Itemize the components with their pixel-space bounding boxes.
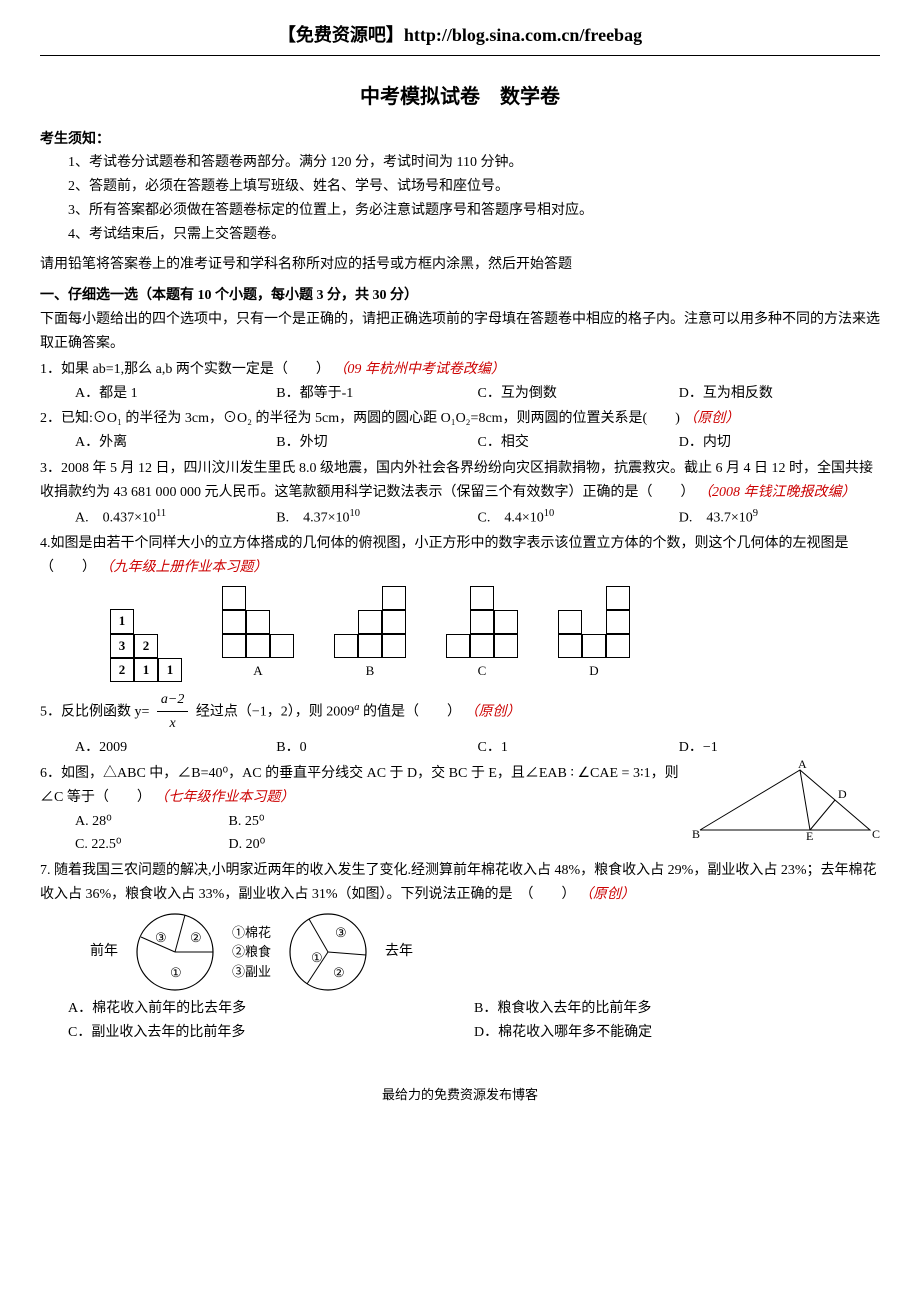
q6-triangle-figure: A B C D E — [690, 760, 880, 857]
section-1-note: 下面每小题给出的四个选项中，只有一个是正确的，请把正确选项前的字母填在答题卷中相… — [40, 308, 880, 356]
svg-text:C: C — [872, 827, 880, 840]
q7-opt-b: B．粮食收入去年的比前年多 — [474, 997, 880, 1021]
q3-opt-b: B. 4.37×1010 — [276, 505, 477, 530]
svg-text:②: ② — [333, 965, 345, 980]
q3-opt-c: C. 4.4×1010 — [478, 505, 679, 530]
q3-options: A. 0.437×1011 B. 4.37×1010 C. 4.4×1010 D… — [40, 505, 880, 530]
q4-option-b-fig: B — [334, 586, 406, 682]
q6-source: （七年级作业本习题） — [154, 790, 294, 805]
q7-options: A．棉花收入前年的比去年多 B．粮食收入去年的比前年多 C．副业收入去年的比前年… — [40, 997, 880, 1045]
q6-opt-b: B. 25⁰ — [229, 810, 379, 834]
q7-pie1-label: 前年 — [90, 940, 118, 964]
svg-text:E: E — [806, 829, 813, 840]
svg-text:③: ③ — [335, 925, 347, 940]
q2-opt-c: C．相交 — [478, 431, 679, 455]
q3-opt-a: A. 0.437×1011 — [75, 505, 276, 530]
instruction-4: 4、考试结束后，只需上交答题卷。 — [40, 223, 880, 247]
q5-opt-a: A．2009 — [75, 736, 276, 760]
q6-opt-a: A. 28⁰ — [75, 810, 225, 834]
question-1: 1．如果 ab=1,那么 a,b 两个实数一定是（ ） （09 年杭州中考试卷改… — [40, 358, 880, 382]
instruction-1: 1、考试卷分试题卷和答题卷两部分。满分 120 分，考试时间为 110 分钟。 — [40, 151, 880, 175]
q1-opt-a: A．都是 1 — [75, 382, 276, 406]
q4-figures: 1 32 211 A B C D — [40, 586, 880, 682]
q1-opt-b: B．都等于-1 — [276, 382, 477, 406]
svg-text:②: ② — [190, 930, 202, 945]
svg-text:①: ① — [170, 965, 182, 980]
q5-opt-d: D．−1 — [679, 736, 880, 760]
q3-source: （2008 年钱江晚报改编） — [698, 485, 856, 500]
q4-option-d-fig: D — [558, 586, 630, 682]
q6-options-row2: C. 22.5⁰ D. 20⁰ — [40, 833, 690, 857]
question-7: 7. 随着我国三农问题的解决,小明家近两年的收入发生了变化.经测算前年棉花收入占… — [40, 859, 880, 907]
q1-source: （09 年杭州中考试卷改编） — [333, 362, 505, 377]
q4-option-c-fig: C — [446, 586, 518, 682]
q1-text: 1．如果 ab=1,那么 a,b 两个实数一定是（ ） — [40, 362, 330, 377]
q1-opt-c: C．互为倒数 — [478, 382, 679, 406]
q4-source: （九年级上册作业本习题） — [100, 560, 268, 575]
q2-opt-d: D．内切 — [679, 431, 880, 455]
q6-opt-c: C. 22.5⁰ — [75, 833, 225, 857]
q7-opt-d: D．棉花收入哪年多不能确定 — [474, 1021, 880, 1045]
q1-options: A．都是 1 B．都等于-1 C．互为倒数 D．互为相反数 — [40, 382, 880, 406]
q7-source: （原创） — [579, 887, 635, 902]
q5-fraction: a−2 x — [157, 688, 188, 737]
q3-opt-d: D. 43.7×109 — [679, 505, 880, 530]
q7-pie1: ① ② ③ — [130, 907, 220, 997]
page-footer: 最给力的免费资源发布博客 — [40, 1084, 880, 1106]
q7-pie2: ① ② ③ — [283, 907, 373, 997]
q5-text-a: 5．反比例函数 y= — [40, 704, 149, 719]
instruction-2: 2、答题前，必须在答题卷上填写班级、姓名、学号、试场号和座位号。 — [40, 175, 880, 199]
q6-text: 6．如图，△ABC 中，∠B=40⁰，AC 的垂直平分线交 AC 于 D，交 B… — [40, 766, 679, 805]
pre-note: 请用铅笔将答案卷上的准考证号和学科名称所对应的括号或方框内涂黑，然后开始答题 — [40, 253, 880, 277]
instruction-3: 3、所有答案都必须做在答题卷标定的位置上，务必注意试题序号和答题序号相对应。 — [40, 199, 880, 223]
q4-given-grid: 1 32 211 — [110, 609, 182, 681]
q6-opt-d: D. 20⁰ — [229, 833, 379, 857]
q5-text-c: 的值是（ ） — [363, 704, 461, 719]
q5-options: A．2009 B．0 C．1 D．−1 — [40, 736, 880, 760]
question-4: 4.如图是由若干个同样大小的立方体搭成的几何体的俯视图，小正方形中的数字表示该位… — [40, 532, 880, 580]
q7-pie2-label: 去年 — [385, 940, 413, 964]
q2-source: （原创） — [683, 411, 739, 426]
svg-text:③: ③ — [155, 930, 167, 945]
q5-text-b: 经过点（−1，2），则 2009 — [196, 704, 354, 719]
question-5: 5．反比例函数 y= a−2 x 经过点（−1，2），则 2009a 的值是（ … — [40, 688, 880, 737]
q4-option-a-fig: A — [222, 586, 294, 682]
q5-source: （原创） — [465, 704, 521, 719]
section-1-heading: 一、仔细选一选（本题有 10 个小题，每小题 3 分，共 30 分） — [40, 284, 880, 308]
q2-opt-a: A．外离 — [75, 431, 276, 455]
q7-opt-a: A．棉花收入前年的比去年多 — [68, 997, 474, 1021]
svg-text:①: ① — [311, 950, 323, 965]
q7-legend: ①棉花 ②粮食 ③副业 — [232, 923, 271, 982]
page-header: 【免费资源吧】http://blog.sina.com.cn/freebag — [40, 20, 880, 56]
exam-title: 中考模拟试卷 数学卷 — [40, 80, 880, 114]
q5-opt-b: B．0 — [276, 736, 477, 760]
svg-text:B: B — [692, 827, 700, 840]
q2-opt-b: B．外切 — [276, 431, 477, 455]
svg-text:D: D — [838, 787, 847, 801]
q2-options: A．外离 B．外切 C．相交 D．内切 — [40, 431, 880, 455]
q1-opt-d: D．互为相反数 — [679, 382, 880, 406]
svg-text:A: A — [798, 760, 807, 771]
q6-options-row1: A. 28⁰ B. 25⁰ — [40, 810, 690, 834]
q5-opt-c: C．1 — [478, 736, 679, 760]
question-6: 6．如图，△ABC 中，∠B=40⁰，AC 的垂直平分线交 AC 于 D，交 B… — [40, 762, 690, 810]
q7-pie-row: 前年 ① ② ③ ①棉花 ②粮食 ③副业 ① ② ③ 去年 — [40, 907, 880, 997]
q7-opt-c: C．副业收入去年的比前年多 — [68, 1021, 474, 1045]
question-3: 3．2008 年 5 月 12 日，四川汶川发生里氏 8.0 级地震，国内外社会… — [40, 457, 880, 505]
q2-text: 2．已知:⊙O₁ 的半径为 3cm，⊙O₂ 的半径为 5cm，两圆的圆心距 O₁… — [40, 411, 680, 426]
question-6-row: 6．如图，△ABC 中，∠B=40⁰，AC 的垂直平分线交 AC 于 D，交 B… — [40, 760, 880, 857]
q7-text: 7. 随着我国三农问题的解决,小明家近两年的收入发生了变化.经测算前年棉花收入占… — [40, 863, 876, 902]
question-2: 2．已知:⊙O₁ 的半径为 3cm，⊙O₂ 的半径为 5cm，两圆的圆心距 O₁… — [40, 407, 880, 431]
instructions-heading: 考生须知： — [40, 128, 880, 152]
